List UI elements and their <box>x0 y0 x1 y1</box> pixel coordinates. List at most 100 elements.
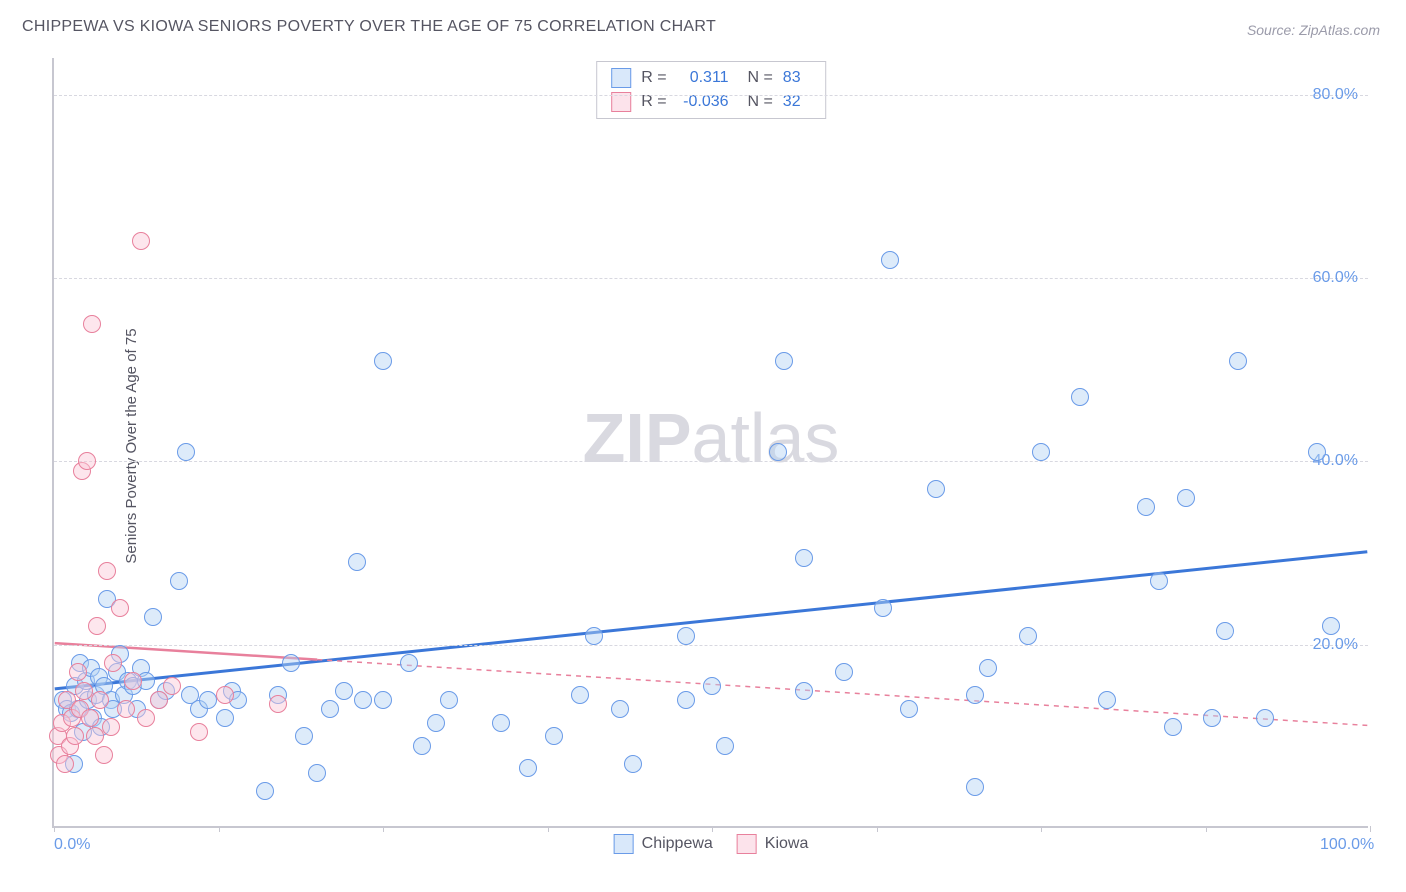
gridline <box>54 645 1368 646</box>
scatter-point <box>677 691 695 709</box>
scatter-point <box>256 782 274 800</box>
scatter-point <box>427 714 445 732</box>
xtick-mark <box>383 826 384 832</box>
xtick-mark <box>1206 826 1207 832</box>
scatter-point <box>966 778 984 796</box>
scatter-point <box>795 549 813 567</box>
scatter-point <box>163 677 181 695</box>
scatter-point <box>150 691 168 709</box>
scatter-point <box>81 709 99 727</box>
scatter-point <box>190 723 208 741</box>
xtick-mark <box>712 826 713 832</box>
scatter-point <box>835 663 853 681</box>
scatter-point <box>716 737 734 755</box>
scatter-point <box>91 691 109 709</box>
source-label: Source: ZipAtlas.com <box>1247 22 1380 38</box>
scatter-point <box>98 562 116 580</box>
scatter-point <box>216 686 234 704</box>
scatter-point <box>269 695 287 713</box>
scatter-point <box>1098 691 1116 709</box>
scatter-point <box>335 682 353 700</box>
legend-label: Kiowa <box>765 835 809 853</box>
xtick-label: 0.0% <box>54 836 90 854</box>
scatter-point <box>966 686 984 704</box>
legend-item: Chippewa <box>614 834 713 854</box>
scatter-point <box>545 727 563 745</box>
chart-title: CHIPPEWA VS KIOWA SENIORS POVERTY OVER T… <box>22 18 716 36</box>
stat-n-label: N = <box>739 69 773 87</box>
scatter-point <box>1322 617 1340 635</box>
scatter-point <box>111 599 129 617</box>
scatter-point <box>979 659 997 677</box>
scatter-point <box>624 755 642 773</box>
scatter-point <box>308 764 326 782</box>
scatter-point <box>170 572 188 590</box>
scatter-point <box>66 727 84 745</box>
scatter-point <box>927 480 945 498</box>
scatter-point <box>177 443 195 461</box>
scatter-point <box>585 627 603 645</box>
scatter-point <box>374 691 392 709</box>
scatter-point <box>348 553 366 571</box>
scatter-point <box>1308 443 1326 461</box>
correlation-legend: R = 0.311 N = 83 R = -0.036 N = 32 <box>596 61 826 119</box>
stat-n-value: 32 <box>783 93 811 111</box>
scatter-point <box>881 251 899 269</box>
legend-swatch <box>737 834 757 854</box>
stat-n-label: N = <box>739 93 773 111</box>
scatter-point <box>95 746 113 764</box>
scatter-point <box>69 663 87 681</box>
scatter-point <box>117 700 135 718</box>
plot-area: ZIPatlas R = 0.311 N = 83 R = -0.036 N =… <box>52 58 1368 828</box>
stat-n-value: 83 <box>783 69 811 87</box>
scatter-point <box>1137 498 1155 516</box>
scatter-point <box>83 315 101 333</box>
scatter-point <box>874 599 892 617</box>
scatter-point <box>413 737 431 755</box>
stat-r-value: 0.311 <box>677 69 729 87</box>
ytick-label: 80.0% <box>1313 86 1358 104</box>
scatter-point <box>1032 443 1050 461</box>
stat-r-label: R = <box>641 69 666 87</box>
xtick-mark <box>1370 826 1371 832</box>
scatter-point <box>1164 718 1182 736</box>
correlation-row: R = 0.311 N = 83 <box>611 66 811 90</box>
ytick-label: 20.0% <box>1313 636 1358 654</box>
scatter-point <box>795 682 813 700</box>
scatter-point <box>769 443 787 461</box>
scatter-point <box>900 700 918 718</box>
scatter-point <box>400 654 418 672</box>
xtick-mark <box>877 826 878 832</box>
scatter-point <box>1203 709 1221 727</box>
scatter-point <box>137 709 155 727</box>
xtick-mark <box>1041 826 1042 832</box>
scatter-point <box>1177 489 1195 507</box>
scatter-point <box>78 452 96 470</box>
scatter-point <box>1071 388 1089 406</box>
scatter-point <box>216 709 234 727</box>
gridline <box>54 461 1368 462</box>
gridline <box>54 95 1368 96</box>
scatter-point <box>440 691 458 709</box>
scatter-point <box>104 654 122 672</box>
scatter-point <box>1216 622 1234 640</box>
scatter-point <box>492 714 510 732</box>
stat-r-label: R = <box>641 93 666 111</box>
correlation-row: R = -0.036 N = 32 <box>611 90 811 114</box>
scatter-point <box>354 691 372 709</box>
legend-swatch <box>611 68 631 88</box>
scatter-point <box>1256 709 1274 727</box>
scatter-point <box>571 686 589 704</box>
ytick-label: 60.0% <box>1313 269 1358 287</box>
scatter-point <box>88 617 106 635</box>
xtick-mark <box>219 826 220 832</box>
scatter-point <box>124 672 142 690</box>
legend-item: Kiowa <box>737 834 809 854</box>
watermark: ZIPatlas <box>583 398 840 478</box>
xtick-mark <box>54 826 55 832</box>
scatter-point <box>1019 627 1037 645</box>
xtick-label: 100.0% <box>1320 836 1374 854</box>
stat-r-value: -0.036 <box>677 93 729 111</box>
scatter-point <box>295 727 313 745</box>
scatter-point <box>1150 572 1168 590</box>
